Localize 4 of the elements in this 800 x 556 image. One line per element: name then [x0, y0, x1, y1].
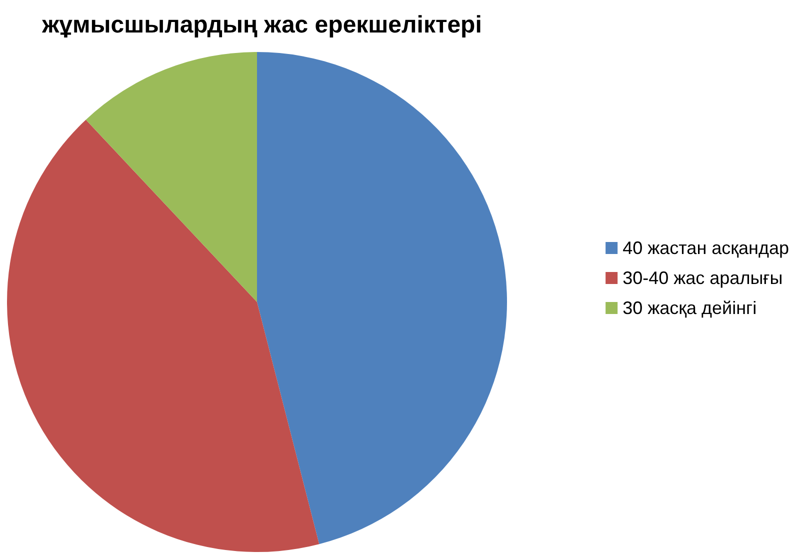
legend-label: 30-40 жас аралығы: [622, 268, 783, 288]
legend-label: 40 жастан асқандар: [622, 238, 790, 258]
legend-label: 30 жасқа дейінгі: [622, 298, 757, 318]
chart-title: жұмысшылардың жас ерекшеліктері: [41, 12, 482, 38]
